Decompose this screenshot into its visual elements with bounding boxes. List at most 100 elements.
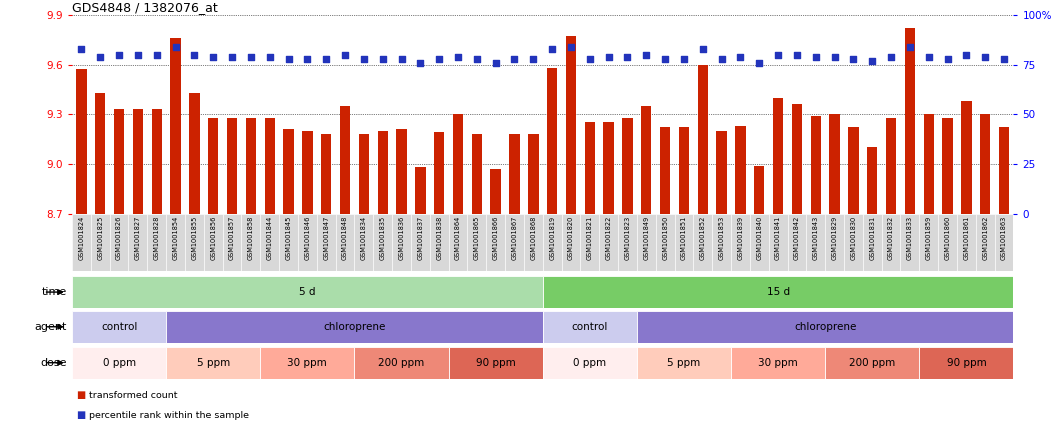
Text: time: time bbox=[41, 287, 67, 297]
Point bbox=[262, 53, 279, 60]
Text: GSM1001830: GSM1001830 bbox=[850, 216, 857, 260]
Bar bbox=[810, 116, 821, 214]
Point bbox=[110, 51, 127, 58]
Bar bbox=[261, 347, 355, 379]
Point bbox=[845, 55, 862, 62]
Bar bbox=[434, 132, 445, 214]
Bar bbox=[72, 276, 542, 308]
Bar bbox=[863, 214, 882, 271]
Bar bbox=[679, 127, 689, 214]
Bar bbox=[505, 214, 524, 271]
Bar bbox=[95, 93, 106, 214]
Bar bbox=[72, 311, 166, 343]
Point bbox=[280, 55, 297, 62]
Text: GSM1001850: GSM1001850 bbox=[662, 216, 668, 260]
Bar bbox=[975, 214, 994, 271]
Bar bbox=[490, 169, 501, 214]
Text: GSM1001833: GSM1001833 bbox=[907, 216, 913, 260]
Bar bbox=[166, 214, 185, 271]
Bar bbox=[509, 134, 520, 214]
Point bbox=[995, 55, 1012, 62]
Text: GSM1001862: GSM1001862 bbox=[982, 216, 988, 260]
Text: GSM1001860: GSM1001860 bbox=[945, 216, 951, 260]
Bar bbox=[886, 118, 896, 214]
Bar bbox=[636, 347, 731, 379]
Text: 0 ppm: 0 ppm bbox=[103, 358, 136, 368]
Text: control: control bbox=[101, 322, 138, 332]
Text: GSM1001863: GSM1001863 bbox=[1001, 216, 1007, 260]
Point bbox=[789, 51, 806, 58]
Text: GSM1001834: GSM1001834 bbox=[361, 216, 366, 260]
Bar bbox=[604, 123, 614, 214]
Text: dose: dose bbox=[40, 358, 67, 368]
Bar bbox=[923, 114, 934, 214]
Point bbox=[243, 53, 259, 60]
Text: 5 ppm: 5 ppm bbox=[197, 358, 230, 368]
Bar bbox=[566, 36, 576, 214]
Text: GSM1001854: GSM1001854 bbox=[173, 216, 179, 260]
Bar bbox=[618, 214, 636, 271]
Text: GSM1001832: GSM1001832 bbox=[889, 216, 894, 260]
Bar bbox=[636, 311, 1013, 343]
Point bbox=[73, 45, 90, 52]
Point bbox=[431, 55, 448, 62]
Text: GSM1001844: GSM1001844 bbox=[267, 216, 273, 260]
Bar bbox=[222, 214, 241, 271]
Text: 5 d: 5 d bbox=[299, 287, 316, 297]
Text: GSM1001827: GSM1001827 bbox=[134, 216, 141, 260]
Text: 200 ppm: 200 ppm bbox=[849, 358, 895, 368]
Text: GSM1001828: GSM1001828 bbox=[154, 216, 160, 260]
Bar bbox=[355, 347, 449, 379]
Bar bbox=[675, 214, 694, 271]
Bar bbox=[735, 126, 746, 214]
Point bbox=[543, 45, 560, 52]
Bar bbox=[453, 114, 463, 214]
Point bbox=[148, 51, 165, 58]
Point bbox=[412, 59, 429, 66]
Bar bbox=[467, 214, 486, 271]
Bar bbox=[261, 214, 280, 271]
Point bbox=[506, 55, 523, 62]
Text: GSM1001847: GSM1001847 bbox=[323, 216, 329, 260]
Point bbox=[958, 51, 975, 58]
Bar bbox=[340, 106, 351, 214]
Text: GSM1001858: GSM1001858 bbox=[248, 216, 254, 260]
Bar bbox=[919, 347, 1013, 379]
Bar bbox=[585, 123, 595, 214]
Bar bbox=[919, 214, 938, 271]
Bar bbox=[825, 214, 844, 271]
Point bbox=[732, 53, 749, 60]
Bar bbox=[246, 118, 256, 214]
Text: 5 ppm: 5 ppm bbox=[667, 358, 701, 368]
Point bbox=[770, 51, 787, 58]
Bar bbox=[825, 347, 919, 379]
Point bbox=[864, 57, 881, 64]
Bar bbox=[806, 214, 825, 271]
Point bbox=[374, 55, 391, 62]
Bar bbox=[185, 214, 203, 271]
Text: transformed count: transformed count bbox=[89, 391, 178, 400]
Bar bbox=[190, 93, 199, 214]
Point bbox=[676, 55, 693, 62]
Text: GSM1001822: GSM1001822 bbox=[606, 216, 612, 260]
Bar bbox=[377, 131, 388, 214]
Bar bbox=[542, 214, 561, 271]
Text: GSM1001836: GSM1001836 bbox=[398, 216, 405, 260]
Bar bbox=[430, 214, 449, 271]
Text: GSM1001831: GSM1001831 bbox=[869, 216, 875, 260]
Bar bbox=[731, 347, 825, 379]
Text: GSM1001864: GSM1001864 bbox=[455, 216, 461, 260]
Bar bbox=[656, 214, 675, 271]
Text: GSM1001861: GSM1001861 bbox=[964, 216, 969, 260]
Point bbox=[657, 55, 674, 62]
Text: GSM1001857: GSM1001857 bbox=[229, 216, 235, 260]
Text: chloroprene: chloroprene bbox=[794, 322, 857, 332]
Bar bbox=[241, 214, 261, 271]
Bar bbox=[528, 134, 538, 214]
Text: GSM1001866: GSM1001866 bbox=[492, 216, 499, 260]
Text: 30 ppm: 30 ppm bbox=[287, 358, 327, 368]
Text: GSM1001845: GSM1001845 bbox=[286, 216, 291, 260]
Bar bbox=[72, 214, 91, 271]
Bar bbox=[208, 118, 218, 214]
Text: 200 ppm: 200 ppm bbox=[378, 358, 425, 368]
